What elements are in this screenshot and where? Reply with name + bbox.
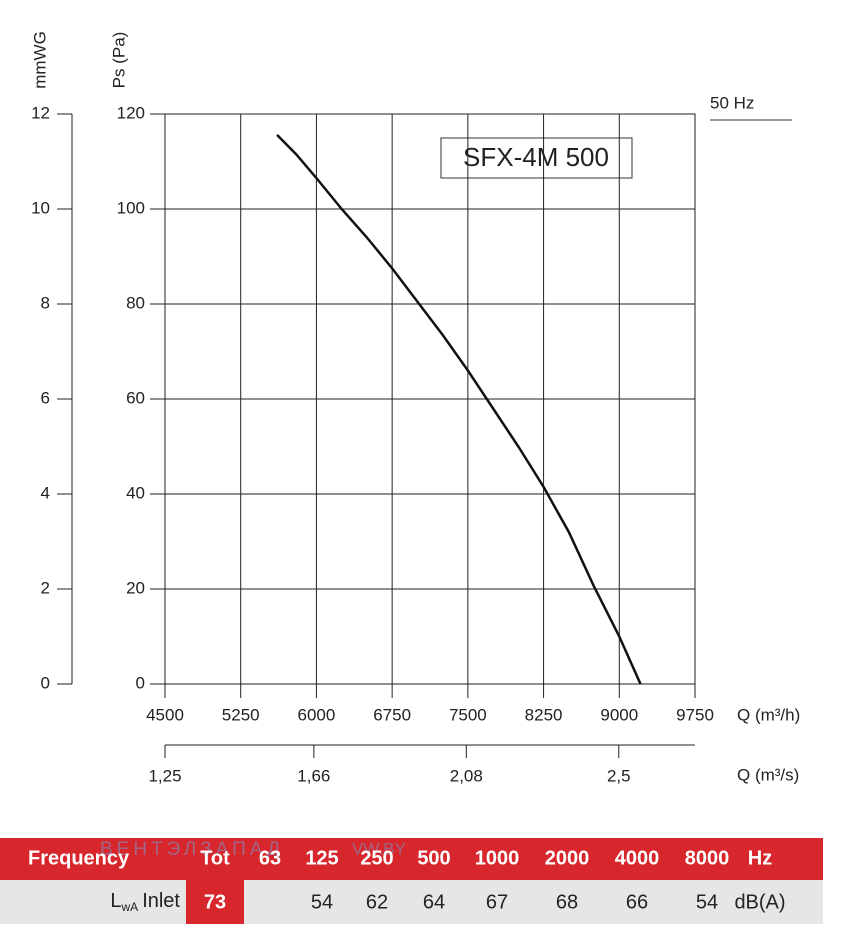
row-label: LwA Inlet	[110, 890, 180, 914]
y-tick-label: 80	[126, 293, 145, 312]
table-cell: 54	[696, 891, 718, 913]
row-label-suffix: Inlet	[142, 890, 180, 912]
table-cell: 54	[311, 891, 333, 913]
y-tick-label: 20	[126, 578, 145, 597]
x2-tick-label: 1,66	[297, 766, 330, 785]
table-header-cell: 63	[259, 847, 281, 869]
y-tick-label: 40	[126, 483, 145, 502]
table-header-cell: 250	[360, 847, 393, 869]
y2-tick-label: 2	[41, 578, 50, 597]
row-label-main: L	[110, 890, 121, 912]
table-header-cell: 125	[305, 847, 338, 869]
table-row-bg	[0, 880, 823, 924]
x2-tick-label: 2,5	[607, 766, 631, 785]
title-box	[440, 137, 633, 179]
table-cell: 68	[556, 891, 578, 913]
x-tick-label: 8250	[525, 705, 563, 724]
y2-axis-title: mmWG	[30, 31, 49, 89]
x2-tick-label: 1,25	[148, 766, 181, 785]
x-tick-label: 6000	[298, 705, 336, 724]
table-cell: 67	[486, 891, 508, 913]
table-header-cell: 500	[417, 847, 450, 869]
y2-tick-label: 10	[31, 198, 50, 217]
y2-tick-label: 12	[31, 103, 50, 122]
x-axis-title: Q (m³/h)	[737, 705, 800, 724]
chart: 0 20 40 60 80 100 120 0 2 4 6 8 10 12 4500 5250 6000 6750…	[31, 103, 714, 785]
x-tick-label: 5250	[222, 705, 260, 724]
x-tick-label: 4500	[146, 705, 184, 724]
x-tick-label: 6750	[373, 705, 411, 724]
y2-tick-label: 8	[41, 293, 50, 312]
plot-frame	[164, 113, 696, 685]
table-header-cell: Hz	[748, 847, 772, 869]
y2-tick-label: 6	[41, 388, 50, 407]
table-cell: 73	[204, 891, 226, 913]
annotation: 50 Hz	[710, 93, 754, 112]
y2-tick-label: 0	[41, 673, 50, 692]
table-header-cell: 8000	[685, 847, 730, 869]
chart-title: SFX-4M 500	[463, 142, 609, 172]
table-cell: dB(A)	[734, 891, 785, 913]
y-tick-label: 120	[117, 103, 145, 122]
table-header-cell: 1000	[475, 847, 520, 869]
y-axis-title: Ps (Pa)	[109, 32, 128, 89]
watermark: VW.BY	[352, 839, 406, 858]
y-tick-label: 0	[136, 673, 145, 692]
row-label-sub: wA	[121, 900, 139, 914]
table-header-bg	[0, 838, 823, 880]
x-tick-label: 7500	[449, 705, 487, 724]
total-cell-bg	[186, 880, 244, 924]
table-header-cell: 2000	[545, 847, 590, 869]
x2-tick-label: 2,08	[450, 766, 483, 785]
curve	[276, 134, 642, 685]
y2-tick-label: 4	[41, 483, 50, 502]
table-header-cell: 4000	[615, 847, 660, 869]
table-cell: 64	[423, 891, 445, 913]
x2-axis-title: Q (m³/s)	[737, 765, 799, 784]
watermark: ВЕНТЭЛЗАПАД	[100, 839, 284, 860]
table-cell: 66	[626, 891, 648, 913]
table-header-cell: Tot	[200, 847, 230, 869]
table-header-cell: Frequency	[28, 847, 130, 869]
x-tick-label: 9000	[600, 705, 638, 724]
y-tick-label: 100	[117, 198, 145, 217]
y-tick-label: 60	[126, 388, 145, 407]
table-cell: 62	[366, 891, 388, 913]
x-tick-label: 9750	[676, 705, 714, 724]
